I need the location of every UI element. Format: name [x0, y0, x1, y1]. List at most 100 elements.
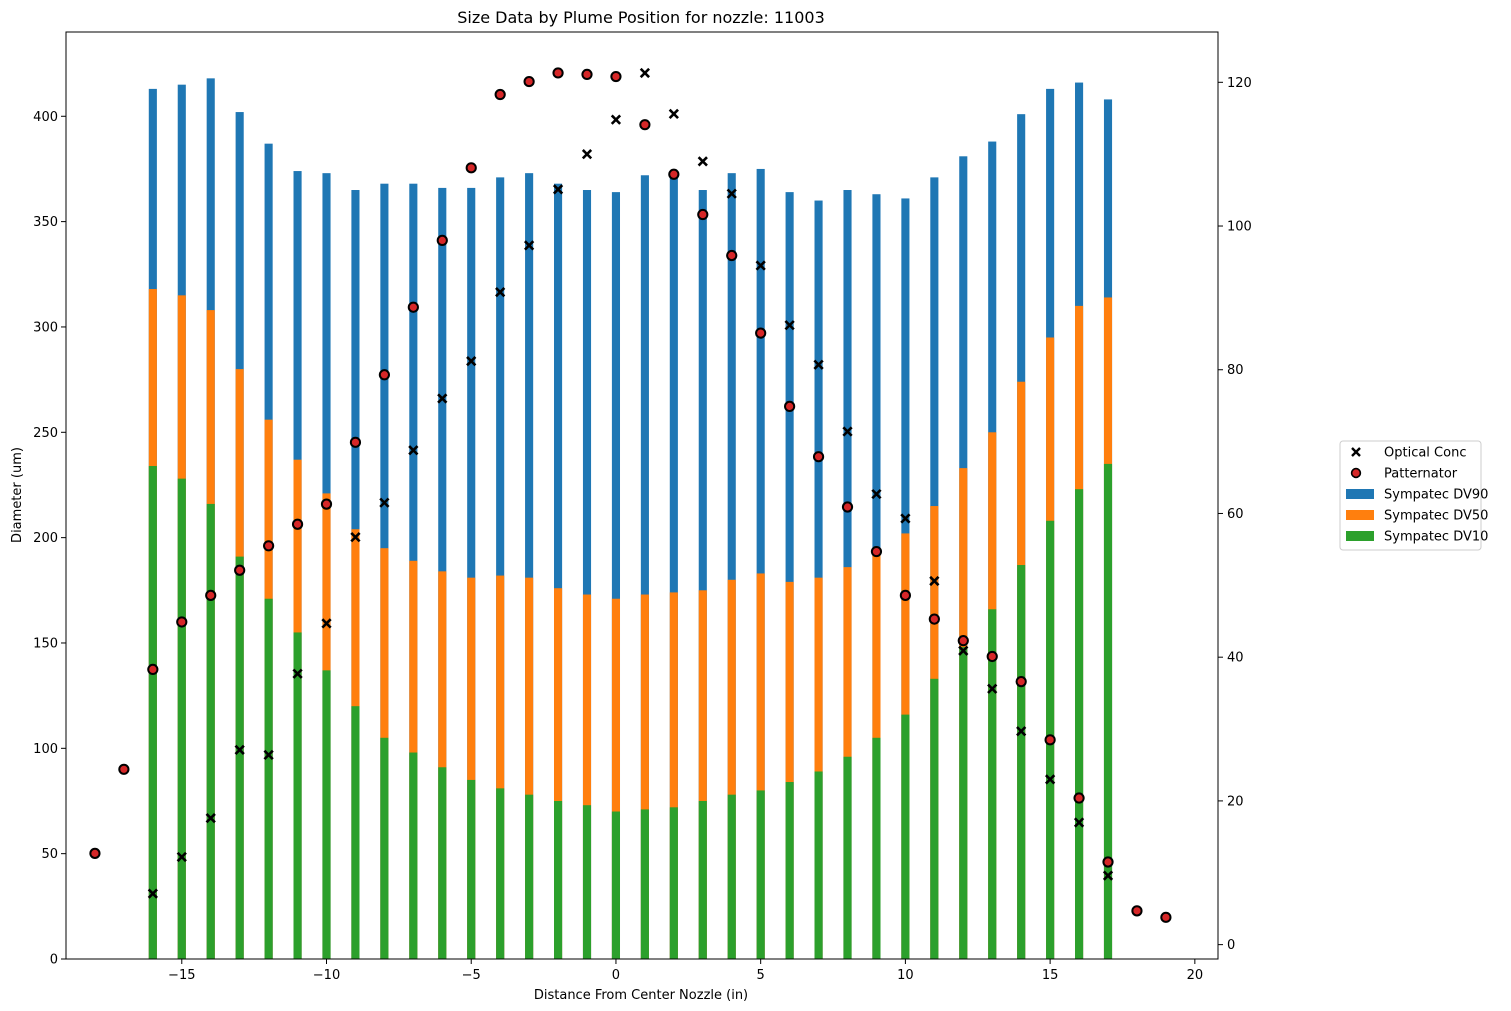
bar-sympatec-dv50-15 [582, 594, 592, 959]
point-patternator-28 [899, 589, 911, 601]
point-patternator-15 [523, 75, 535, 88]
x-tick-label-0: −15 [168, 968, 195, 983]
point-optical-conc-16 [610, 114, 622, 125]
legend-item-0: Optical Conc [1351, 446, 1466, 461]
point-optical-conc-24 [842, 426, 853, 437]
point-patternator-30 [957, 635, 969, 647]
bar-sympatec-dv50-16 [611, 598, 621, 959]
point-patternator-22 [726, 249, 738, 262]
point-patternator-19 [639, 119, 651, 131]
point-patternator-16 [552, 67, 564, 79]
y-tick-label-6: 300 [33, 320, 58, 335]
bar-sympatec-dv10-29 [988, 609, 997, 959]
point-optical-conc-19 [697, 156, 708, 167]
x-axis: −15 −10 −5 0 5 10 15 20 [168, 959, 1203, 983]
bar-sympatec-dv10-17 [640, 809, 649, 959]
x-tick-label-5: 10 [897, 968, 914, 983]
point-patternator-18 [610, 70, 622, 83]
y-tick-label-1: 50 [41, 847, 58, 862]
point-patternator-34 [1073, 792, 1085, 804]
x-tick-label-4: 5 [757, 968, 765, 983]
bar-sympatec-dv10-0 [148, 466, 157, 959]
y-axis-right: 0 20 40 60 80 100 120 [1218, 76, 1252, 953]
bar-sympatec-dv10-27 [930, 678, 939, 959]
y2-tick-label-3: 60 [1227, 507, 1244, 522]
y2-tick-label-5: 100 [1227, 220, 1252, 235]
point-optical-conc-7 [350, 532, 361, 543]
bar-sympatec-dv50-21 [756, 573, 765, 959]
legend-label-4: Sympatec DV10 [1384, 530, 1488, 545]
plot-frame [65, 31, 1219, 960]
point-optical-conc-18 [668, 108, 679, 120]
y-tick-label-2: 100 [33, 742, 58, 757]
bar-sympatec-dv50-18 [669, 592, 678, 959]
point-patternator-33 [1044, 734, 1056, 746]
point-patternator-17 [581, 68, 593, 80]
x-axis-label: Distance From Center Nozzle (in) [534, 988, 748, 1003]
point-patternator-20 [668, 168, 680, 180]
point-optical-conc-28 [958, 645, 969, 656]
point-optical-conc-25 [871, 488, 882, 500]
point-optical-conc-30 [1016, 726, 1027, 737]
point-patternator-14 [494, 88, 506, 101]
bar-sympatec-dv10-2 [206, 503, 215, 959]
y2-tick-label-0: 0 [1227, 938, 1235, 953]
bar-sympatec-dv10-20 [727, 794, 736, 959]
y2-tick-label-4: 80 [1227, 363, 1244, 378]
point-optical-conc-14 [552, 184, 564, 195]
point-optical-conc-5 [292, 668, 303, 679]
x-tick-label-6: 15 [1042, 968, 1059, 983]
point-patternator-11 [407, 301, 419, 313]
point-optical-conc-6 [321, 618, 332, 629]
bar-sympatec-dv90-21 [756, 168, 765, 959]
point-optical-conc-32 [1073, 817, 1085, 828]
y-tick-label-3: 150 [33, 636, 58, 651]
point-patternator-36 [1131, 905, 1143, 917]
bar-sympatec-dv10-10 [438, 767, 447, 959]
bar-sympatec-dv10-14 [554, 800, 563, 959]
bar-sympatec-dv50-23 [814, 577, 823, 959]
chart-title: Size Data by Plume Position for nozzle: … [457, 8, 825, 27]
bar-sympatec-dv10-3 [235, 556, 244, 959]
point-optical-conc-2 [205, 813, 216, 824]
point-patternator-10 [378, 369, 390, 381]
legend-label-1: Patternator [1384, 467, 1458, 482]
point-patternator-31 [986, 650, 998, 663]
point-patternator-3 [176, 616, 188, 628]
bar-sympatec-dv10-18 [669, 807, 678, 959]
bar-sympatec-dv90-19 [698, 190, 707, 960]
legend-label-0: Optical Conc [1384, 446, 1466, 461]
bar-sympatec-dv10-33 [1103, 463, 1113, 959]
point-optical-conc-12 [495, 287, 506, 298]
point-optical-conc-17 [639, 67, 651, 79]
bar-sympatec-dv10-26 [901, 714, 910, 959]
point-patternator-35 [1102, 856, 1114, 868]
point-optical-conc-13 [523, 240, 535, 251]
y-tick-label-0: 0 [50, 953, 58, 968]
point-patternator-27 [870, 545, 883, 558]
point-optical-conc-8 [379, 497, 390, 508]
point-optical-conc-29 [987, 683, 998, 694]
bar-sympatec-dv50-13 [525, 577, 534, 959]
bar-sympatec-dv10-4 [264, 598, 273, 959]
bar-sympatec-dv10-12 [496, 788, 505, 959]
bar-sympatec-dv10-9 [409, 752, 418, 959]
bar-sympatec-dv10-11 [467, 779, 476, 959]
bar-sympatec-dv10-6 [322, 670, 331, 959]
legend-item-4: Sympatec DV10 [1346, 530, 1488, 545]
bar-sympatec-dv50-10 [438, 571, 447, 959]
bar-sympatec-dv50-17 [640, 594, 649, 959]
bar-sympatec-dv10-24 [843, 756, 852, 959]
point-optical-conc-26 [900, 513, 911, 524]
legend: Optical Conc Patternator Sympatec DV90 Symp… [1339, 440, 1488, 551]
point-patternator-32 [1015, 676, 1027, 688]
bar-sympatec-dv10-21 [756, 790, 765, 959]
point-patternator-6 [263, 540, 275, 552]
point-patternator-37 [1160, 911, 1172, 923]
y-tick-label-4: 200 [33, 531, 58, 546]
y2-tick-label-2: 40 [1227, 651, 1244, 666]
point-patternator-4 [205, 589, 217, 601]
x-tick-label-7: 20 [1187, 968, 1204, 983]
bar-sympatec-dv10-16 [611, 811, 621, 959]
